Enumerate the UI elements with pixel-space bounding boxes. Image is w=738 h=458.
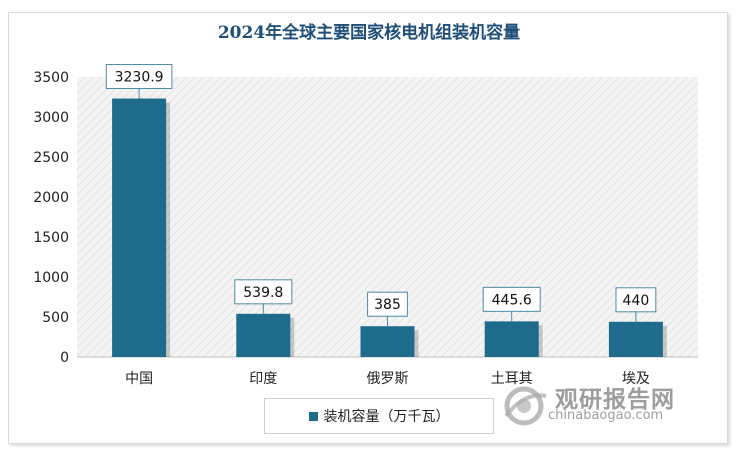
bar-3 xyxy=(484,321,539,357)
watermark-name: 观研报告网 xyxy=(555,387,675,413)
bar-0 xyxy=(112,98,167,357)
legend-swatch xyxy=(308,411,318,421)
data-label: 539.8 xyxy=(243,285,283,301)
bar-4 xyxy=(608,321,663,357)
x-tick-label: 俄罗斯 xyxy=(367,371,409,387)
watermark-url: chinabaogao.com xyxy=(548,408,664,423)
legend-label: 装机容量（万千瓦） xyxy=(323,409,450,425)
y-tick-label: 1500 xyxy=(33,230,69,246)
bar-2 xyxy=(360,326,415,357)
watermark-logo-icon xyxy=(504,386,547,426)
y-tick-label: 3000 xyxy=(33,110,69,126)
data-label-box xyxy=(482,286,541,312)
y-tick-label: 2000 xyxy=(33,190,69,206)
watermark: 观研报告网 chinabaogao.com xyxy=(500,378,700,430)
data-label: 445.6 xyxy=(492,292,532,308)
y-tick-label: 0 xyxy=(60,350,69,366)
bar-1 xyxy=(236,313,291,357)
data-label: 3230.9 xyxy=(115,70,164,86)
chart-title: 2024年全球主要国家核电机组装机容量 xyxy=(217,23,521,43)
x-tick-label: 埃及 xyxy=(622,371,650,387)
y-tick-label: 2500 xyxy=(33,150,69,166)
data-label: 385 xyxy=(374,297,401,313)
legend: 装机容量（万千瓦） xyxy=(264,398,494,434)
x-tick-label: 土耳其 xyxy=(491,371,533,387)
x-tick-label: 中国 xyxy=(125,371,153,387)
y-tick-label: 500 xyxy=(42,310,69,326)
y-tick-label: 1000 xyxy=(33,270,69,286)
y-tick-label: 3500 xyxy=(33,70,69,86)
x-tick-label: 印度 xyxy=(249,371,277,387)
data-label: 440 xyxy=(623,293,650,309)
